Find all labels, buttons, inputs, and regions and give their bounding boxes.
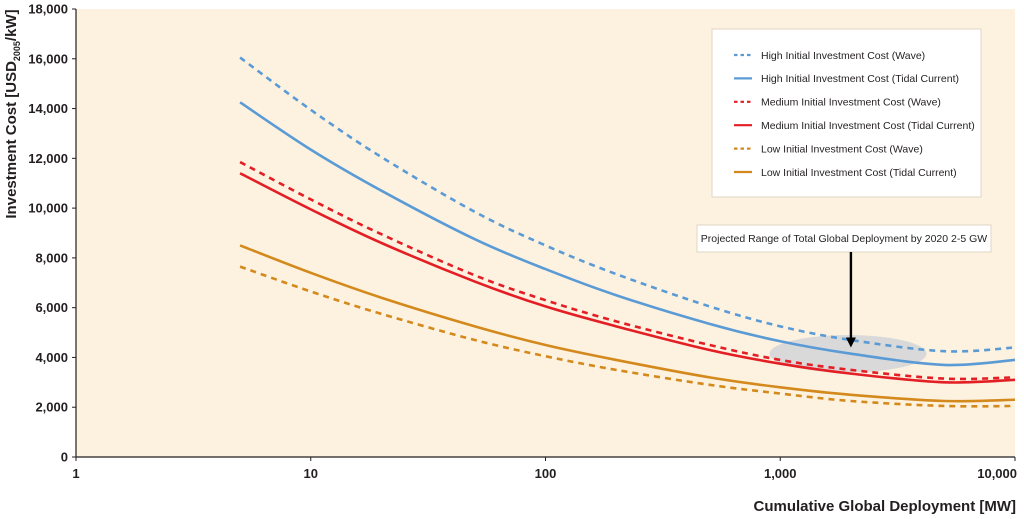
legend-item-label: Medium Initial Investment Cost (Tidal Cu… (761, 120, 975, 132)
series-line-5 (239, 265, 1016, 408)
y-tick-label: 14,000 (28, 101, 68, 116)
series-layer (239, 56, 1016, 408)
x-tick-label: 1,000 (764, 466, 797, 481)
y-tick-label: 18,000 (28, 2, 68, 17)
legend-item-label: Low Initial Investment Cost (Wave) (761, 143, 923, 155)
y-tick-label: 0 (61, 450, 68, 465)
series-line-4 (239, 172, 1016, 384)
series-line-6 (239, 244, 1016, 403)
y-tick-label: 4,000 (35, 350, 68, 365)
y-axis-label: Investment Cost [USD2005/kW] (3, 9, 22, 218)
legend-item-label: Low Initial Investment Cost (Tidal Curre… (761, 167, 957, 179)
annotation: Projected Range of Total Global Deployme… (696, 224, 992, 348)
legend-item-label: High Initial Investment Cost (Tidal Curr… (761, 73, 959, 85)
x-tick-label: 100 (535, 466, 557, 481)
legend: High Initial Investment Cost (Wave) High … (711, 28, 982, 198)
x-tick-label: 10 (304, 466, 318, 481)
series-line-2 (239, 101, 1016, 367)
y-tick-label: 8,000 (35, 250, 68, 265)
legend-item-label: Medium Initial Investment Cost (Wave) (761, 97, 941, 109)
y-tick-label: 6,000 (35, 300, 68, 315)
legend-box (711, 28, 982, 198)
y-tick-label: 2,000 (35, 400, 68, 415)
y-tick-label: 12,000 (28, 151, 68, 166)
y-tick-label: 10,000 (28, 201, 68, 216)
legend-item-label: High Initial Investment Cost (Wave) (761, 50, 925, 62)
series-line-3 (239, 160, 1016, 381)
x-tick-label: 10,000 (977, 466, 1017, 481)
x-tick-labels: 1 10 100 1,000 10,000 (72, 457, 1017, 481)
y-tick-label: 16,000 (28, 51, 68, 66)
annotation-arrow-head (845, 337, 856, 348)
annotation-box (696, 224, 992, 253)
x-axis-label: Cumulative Global Deployment [MW] (753, 498, 1016, 515)
x-tick-label: 1 (72, 466, 79, 481)
y-tick-labels: 0 2,000 4,000 6,000 8,000 10,000 12,000 14,000 1… (28, 2, 76, 465)
annotation-text: Projected Range of Total Global Deployme… (701, 233, 987, 245)
series-line-1 (239, 56, 1016, 353)
